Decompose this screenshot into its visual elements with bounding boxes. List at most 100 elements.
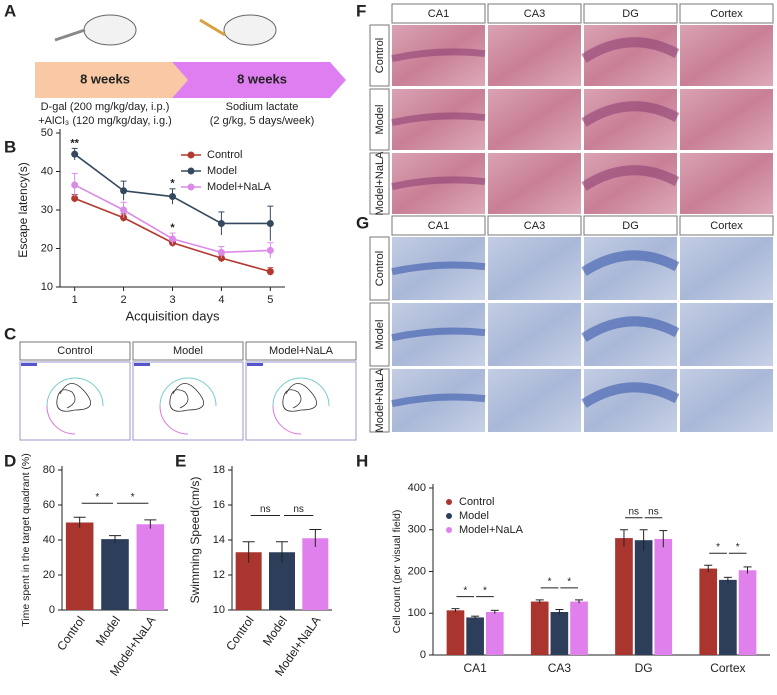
treatment-text: D-gal (200 mg/kg/day, i.p.) xyxy=(41,101,170,113)
column-header xyxy=(391,215,486,236)
y-tick-label: 30 xyxy=(41,204,53,216)
column-label: Cortex xyxy=(710,220,743,232)
bar xyxy=(485,611,504,655)
column-label: DG xyxy=(622,220,639,232)
bar xyxy=(550,611,569,655)
y-tick-label: 10 xyxy=(41,281,53,293)
significance-label: * xyxy=(131,492,135,503)
y-tick-label: 0 xyxy=(49,604,55,616)
row-header xyxy=(369,236,390,301)
row-header xyxy=(369,24,390,87)
treatment-text: Sodium lactate xyxy=(226,101,299,113)
panel-label: G xyxy=(356,213,369,232)
point xyxy=(71,181,79,189)
syringe xyxy=(199,18,226,37)
mouse-icon xyxy=(223,14,277,46)
cell-layer xyxy=(581,382,680,408)
legend-marker xyxy=(187,183,195,191)
bar xyxy=(699,568,718,655)
y-tick-label: 20 xyxy=(43,569,55,581)
legend-label: Model xyxy=(207,165,237,177)
y-tick-label: 100 xyxy=(408,607,426,619)
y-tick-label: 80 xyxy=(43,464,55,476)
column-header xyxy=(583,215,678,236)
y-axis-title: Cell count (per visual field) xyxy=(391,510,403,634)
column-header xyxy=(583,3,678,24)
row-label: Model+NaLA xyxy=(374,151,386,216)
row-header xyxy=(369,88,390,151)
x-tick-label: Control xyxy=(54,614,88,654)
y-tick-label: 10 xyxy=(213,604,225,616)
significance-label: * xyxy=(463,585,467,596)
bar xyxy=(65,522,94,610)
point xyxy=(120,187,128,195)
significance-label: ns xyxy=(293,504,304,515)
x-tick-label: DG xyxy=(635,661,653,675)
x-tick-label: Model xyxy=(93,614,123,649)
y-tick-label: 400 xyxy=(408,482,426,494)
micrograph xyxy=(680,303,773,366)
bar xyxy=(738,570,757,655)
legend-marker xyxy=(187,151,195,159)
column-header xyxy=(391,3,486,24)
histology: CA1 CA3 DG Cortex Control Model Model+NaLA CA1 C… xyxy=(369,3,774,433)
annotation: ** xyxy=(70,137,79,149)
scale-bar xyxy=(21,363,37,366)
pool-outline xyxy=(272,377,330,407)
row-label: Model xyxy=(374,320,386,350)
column-header xyxy=(679,215,774,236)
micrograph xyxy=(680,237,773,300)
column-label: CA1 xyxy=(428,220,449,232)
x-tick-label: Cortex xyxy=(710,661,745,675)
y-tick-label: 0 xyxy=(420,649,426,661)
micrograph xyxy=(680,89,773,150)
significance-label: * xyxy=(716,542,720,553)
x-tick-label: CA1 xyxy=(463,661,487,675)
phase-label: 8 weeks xyxy=(237,71,287,86)
y-tick-label: 300 xyxy=(408,524,426,536)
significance-label: ns xyxy=(648,506,659,517)
pool-outline xyxy=(46,405,76,435)
x-axis-title: Acquisition days xyxy=(126,308,220,323)
swim-track xyxy=(169,383,205,412)
bar xyxy=(302,538,329,610)
treatment-text: +AlCl₃ (120 mg/kg/day, i.g.) xyxy=(38,115,172,127)
mouse-icon xyxy=(83,14,137,46)
y-tick-label: 12 xyxy=(213,569,225,581)
significance-label: * xyxy=(567,577,571,588)
panel-label: C xyxy=(4,324,16,343)
pool-outline xyxy=(272,405,302,435)
bar xyxy=(446,610,465,655)
bar xyxy=(719,579,737,655)
y-axis-title: Swimming Speed(cm/s) xyxy=(188,477,202,604)
row-header xyxy=(369,368,390,433)
significance-label: * xyxy=(483,585,487,596)
bar xyxy=(634,540,653,655)
x-tick-label: Model xyxy=(260,614,290,649)
micrograph xyxy=(488,89,581,150)
column-label: CA3 xyxy=(524,8,545,20)
point xyxy=(169,193,176,201)
y-tick-label: 16 xyxy=(213,499,225,511)
panel-label: D xyxy=(4,451,16,470)
cell-layer xyxy=(581,37,680,63)
track-plots: Control Model Model+NaLA xyxy=(19,341,357,441)
micrograph xyxy=(488,237,581,300)
x-tick-label: Control xyxy=(223,614,257,654)
y-tick-label: 50 xyxy=(41,127,53,139)
legend-label: Control xyxy=(459,496,494,508)
panel-label: A xyxy=(4,1,16,20)
bar xyxy=(136,524,165,610)
point xyxy=(266,219,274,227)
column-header xyxy=(487,215,582,236)
bar xyxy=(615,538,633,655)
y-tick-label: 40 xyxy=(43,534,55,546)
syringe xyxy=(54,28,86,42)
row-label: Model+NaLA xyxy=(374,368,386,433)
phase-arrow xyxy=(35,62,188,98)
row-label: Model xyxy=(374,105,386,135)
x-tick-label: CA3 xyxy=(548,661,572,675)
annotation: * xyxy=(170,222,175,234)
track-label: Model+NaLA xyxy=(269,345,334,357)
